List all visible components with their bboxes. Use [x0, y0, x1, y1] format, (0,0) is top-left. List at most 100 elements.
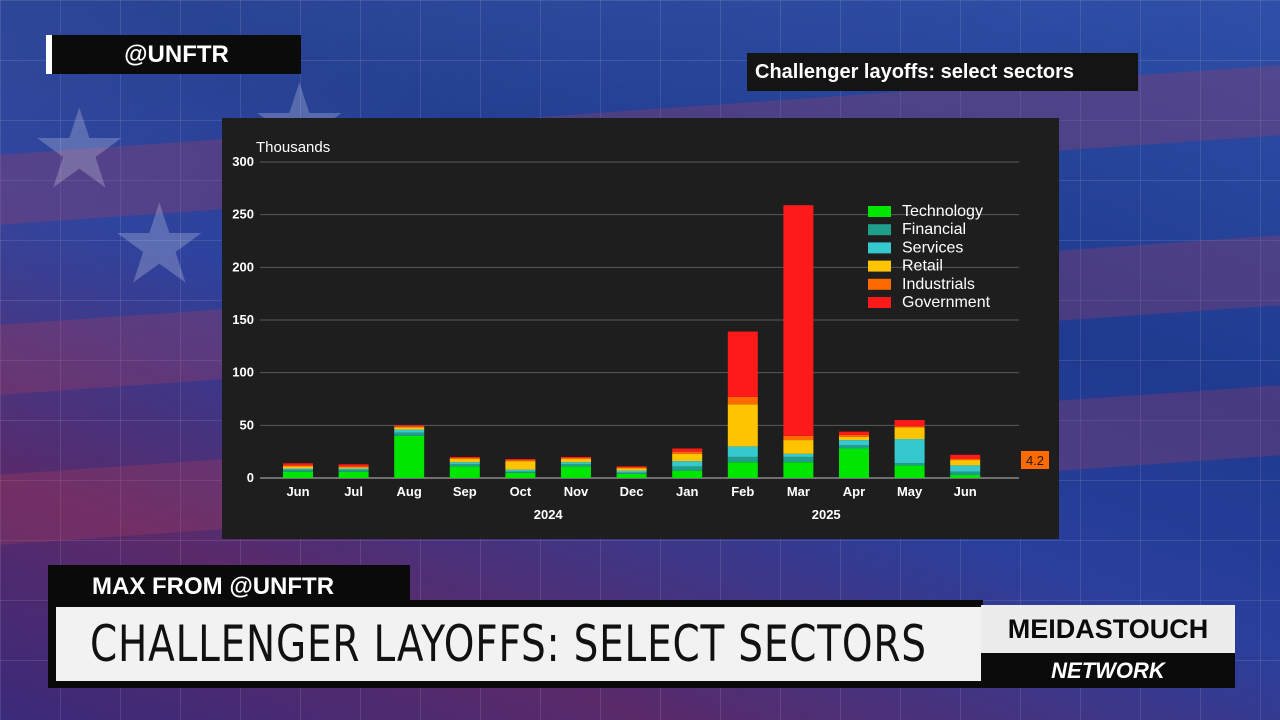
bar-segment-financial: [672, 466, 703, 471]
bar-segment-services: [338, 468, 369, 470]
bar-segment-retail: [783, 440, 814, 454]
bar-segment-retail: [894, 427, 925, 440]
bar-segment-government: [505, 459, 536, 461]
bar-segment-technology: [783, 462, 814, 478]
stacked-bar-chart: Thousands 0 50 100 150 200 250 300 Jun Jul Aug Sep O…: [232, 139, 1049, 522]
bar-segment-government: [839, 431, 869, 435]
legend-label: Retail: [902, 258, 943, 275]
bar-segment-retail: [449, 459, 480, 463]
x-tick-label: Jun: [286, 484, 309, 499]
bar-segment-retail: [672, 453, 703, 462]
bar-segment-financial: [394, 432, 425, 436]
legend-swatch: [868, 242, 891, 254]
bar-segment-financial: [894, 463, 925, 466]
bar-segment-industrials: [616, 467, 647, 469]
bar-segment-industrials: [894, 426, 925, 428]
bar-segment-industrials: [839, 434, 869, 437]
bar-segment-industrials: [505, 460, 536, 462]
bar-segment-technology: [950, 474, 981, 478]
bar-segment-industrials: [338, 466, 369, 468]
chart-title: Challenger layoffs: select sectors: [747, 53, 1138, 91]
bar-segment-retail: [561, 459, 591, 463]
bar-segment-industrials: [449, 457, 480, 460]
bar-segment-retail: [616, 468, 647, 471]
brand-logo-top: MEIDASTOUCH: [981, 605, 1235, 653]
bar-segment-government: [783, 205, 814, 436]
bar-segment-services: [839, 440, 869, 446]
bar-segment-services: [561, 462, 591, 465]
x-year-label: 2024: [534, 507, 564, 522]
legend-label: Financial: [902, 221, 966, 238]
x-tick-label: Aug: [397, 484, 422, 499]
bar-segment-services: [894, 439, 925, 464]
x-tick-label: May: [897, 484, 923, 499]
bar-segment-financial: [338, 469, 369, 472]
bar-segment-government: [616, 466, 647, 468]
legend-label: Technology: [902, 203, 983, 220]
x-tick-label: Jun: [954, 484, 977, 499]
bar-segment-technology: [505, 472, 536, 478]
x-tick-label: Feb: [731, 484, 754, 499]
star-icon: ★: [30, 88, 129, 211]
value-callout: 4.2: [1026, 453, 1044, 468]
legend-swatch: [868, 297, 891, 308]
bar-segment-government: [727, 331, 758, 397]
y-tick-label: 150: [232, 312, 254, 327]
headline-banner: CHALLENGER LAYOFFS: SELECT SECTORS: [56, 607, 981, 681]
legend-swatch: [868, 224, 891, 236]
bar-segment-retail: [394, 427, 425, 430]
legend-swatch: [868, 278, 891, 290]
bar-segment-technology: [839, 448, 869, 478]
bar-segment-services: [505, 469, 536, 472]
bar-segment-financial: [727, 456, 758, 463]
bar-segment-retail: [727, 404, 758, 447]
x-tick-label: Sep: [453, 484, 477, 499]
bar-segment-financial: [283, 469, 313, 472]
value-callout-box: [1021, 451, 1049, 469]
y-tick-label: 0: [247, 470, 254, 485]
bar-segment-financial: [561, 464, 591, 467]
bar-segment-retail: [338, 467, 369, 469]
bar-segment-government: [894, 420, 925, 427]
bar-segment-technology: [449, 466, 480, 478]
bar-segment-retail: [283, 466, 313, 469]
x-tick-label: Jul: [344, 484, 363, 499]
bar-segment-industrials: [561, 457, 591, 460]
legend-swatch: [868, 206, 891, 217]
headline-text: CHALLENGER LAYOFFS: SELECT SECTORS: [90, 615, 927, 673]
bar-segment-retail: [505, 461, 536, 470]
x-year-label: 2025: [812, 507, 841, 522]
y-tick-label: 200: [232, 259, 254, 274]
bar-segment-services: [783, 453, 814, 457]
bar-segment-services: [727, 446, 758, 457]
bar-segment-industrials: [672, 451, 703, 454]
bar-segment-financial: [950, 471, 981, 475]
bar-segment-retail: [839, 436, 869, 441]
y-tick-label: 50: [240, 417, 254, 432]
bar-segment-financial: [839, 445, 869, 449]
x-tick-label: Apr: [843, 484, 865, 499]
bar-segment-technology: [894, 465, 925, 478]
bar-segment-services: [394, 429, 425, 433]
bar-segment-services: [616, 470, 647, 473]
chart-panel: Thousands 0 50 100 150 200 250 300 Jun Jul Aug Sep O…: [222, 118, 1059, 539]
x-tick-label: Mar: [787, 484, 810, 499]
bar-segment-retail: [950, 460, 981, 466]
handle-tag: @UNFTR: [46, 35, 301, 74]
bar-segment-technology: [616, 473, 647, 478]
bar-segment-government: [283, 463, 313, 466]
legend-label: Services: [902, 239, 963, 256]
bar-segment-industrials: [394, 426, 425, 428]
legend-label: Industrials: [902, 276, 975, 293]
bar-segment-services: [672, 461, 703, 467]
bar-segment-industrials: [727, 396, 758, 405]
bar-segment-technology: [394, 435, 425, 478]
bar-segment-technology: [672, 470, 703, 478]
bar-segment-technology: [283, 471, 313, 478]
brand-logo-bottom: NETWORK: [981, 653, 1235, 688]
bar-segment-government: [449, 456, 480, 458]
bar-segment-technology: [561, 466, 591, 478]
bar-segment-technology: [338, 471, 369, 478]
y-axis-label: Thousands: [256, 139, 330, 156]
bar-segment-financial: [505, 471, 536, 473]
